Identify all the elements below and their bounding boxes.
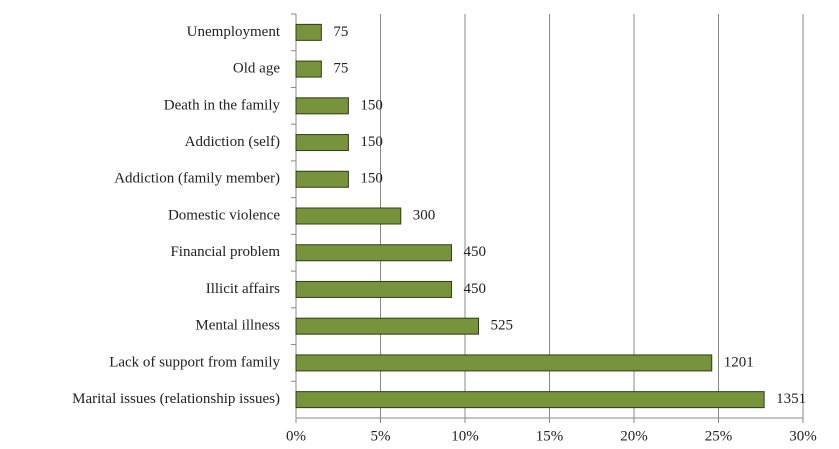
bar (295, 354, 713, 372)
bar (295, 60, 322, 78)
data-label: 450 (463, 244, 486, 260)
bar (295, 207, 402, 225)
x-tick-label: 25% (705, 428, 733, 444)
y-tick-label: Old age (233, 61, 280, 77)
y-tick-label: Addiction (self) (185, 134, 280, 150)
y-tick-label: Addiction (family member) (114, 171, 280, 187)
x-tick-label: 0% (286, 428, 306, 444)
x-tick-label: 30% (789, 428, 817, 444)
data-label: 525 (491, 318, 514, 334)
bar (295, 244, 452, 262)
data-label: 300 (413, 207, 436, 223)
y-tick-label: Financial problem (170, 244, 280, 260)
bar (295, 134, 349, 152)
data-label: 75 (333, 61, 348, 77)
y-tick-label: Mental illness (195, 318, 280, 334)
bar (295, 23, 322, 41)
bar (295, 280, 452, 298)
bar (295, 317, 480, 335)
bar (295, 97, 349, 115)
bar (295, 391, 765, 409)
data-label: 150 (360, 171, 383, 187)
data-label: 1201 (724, 354, 754, 370)
data-label: 150 (360, 134, 383, 150)
x-tick-label: 15% (536, 428, 564, 444)
data-label: 450 (463, 281, 486, 297)
y-tick-label: Marital issues (relationship issues) (72, 391, 280, 407)
data-label: 75 (333, 24, 348, 40)
x-tick-label: 10% (451, 428, 479, 444)
y-tick-label: Illicit affairs (206, 281, 280, 297)
y-tick-label: Death in the family (164, 97, 281, 113)
y-tick-label: Lack of support from family (109, 354, 280, 370)
data-label: 1351 (776, 391, 806, 407)
y-tick-label: Domestic violence (168, 207, 280, 223)
x-tick-label: 5% (371, 428, 391, 444)
data-label: 150 (360, 97, 383, 113)
bar (295, 170, 349, 188)
y-tick-label: Unemployment (187, 24, 281, 40)
x-tick-label: 20% (620, 428, 648, 444)
